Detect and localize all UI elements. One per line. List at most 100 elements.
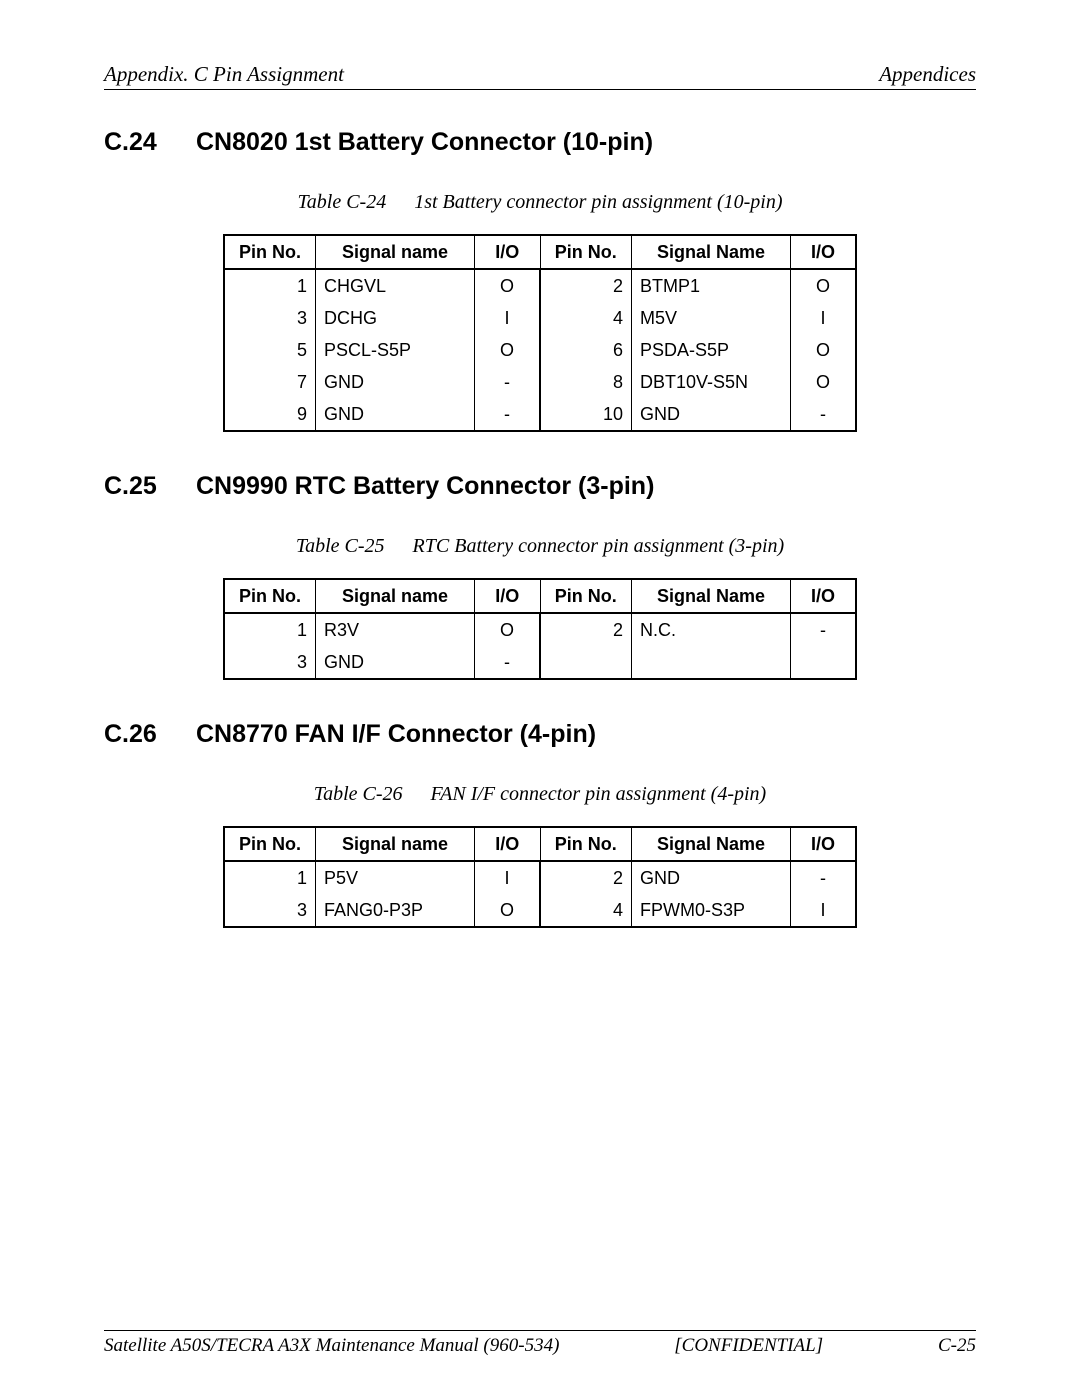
table-caption: Table C-26FAN I/F connector pin assignme…	[104, 783, 976, 806]
section-heading: C.24CN8020 1st Battery Connector (10-pin…	[104, 128, 976, 157]
caption-label: Table C-26	[314, 783, 403, 805]
table-header-cell: Pin No.	[540, 579, 632, 613]
table-cell: O	[475, 894, 541, 927]
table-cell: 7	[224, 366, 316, 398]
table-cell: GND	[316, 366, 475, 398]
table-cell: I	[475, 861, 541, 894]
table-cell: 1	[224, 269, 316, 302]
table-cell	[791, 646, 857, 679]
table-row: 1P5VI2GND-	[224, 861, 856, 894]
table-cell: -	[475, 398, 541, 431]
table-row: 3DCHGI4M5VI	[224, 302, 856, 334]
header-right: Appendices	[879, 62, 976, 87]
section-heading: C.25CN9990 RTC Battery Connector (3-pin)	[104, 472, 976, 501]
table-cell: 4	[540, 302, 632, 334]
page-header: Appendix. C Pin Assignment Appendices	[104, 62, 976, 90]
table-cell: I	[791, 302, 857, 334]
table-cell: 5	[224, 334, 316, 366]
table-cell: O	[791, 269, 857, 302]
table-cell: -	[475, 646, 541, 679]
table-header-cell: I/O	[475, 579, 541, 613]
table-cell: 4	[540, 894, 632, 927]
table-cell: 3	[224, 302, 316, 334]
section-number: C.24	[104, 128, 196, 157]
table-cell: GND	[316, 398, 475, 431]
section-number: C.25	[104, 472, 196, 501]
table-row: 3GND-	[224, 646, 856, 679]
table-cell: O	[475, 613, 541, 646]
table-cell	[540, 646, 632, 679]
table-header-cell: I/O	[791, 827, 857, 861]
table-cell: PSDA-S5P	[632, 334, 791, 366]
footer-left: Satellite A50S/TECRA A3X Maintenance Man…	[104, 1335, 559, 1357]
footer-right: C-25	[938, 1335, 976, 1357]
table-row: 1CHGVLO2BTMP1O	[224, 269, 856, 302]
table-header-cell: I/O	[475, 235, 541, 269]
table-header-cell: Signal name	[316, 235, 475, 269]
table-cell: DBT10V-S5N	[632, 366, 791, 398]
table-cell: M5V	[632, 302, 791, 334]
caption-text: 1st Battery connector pin assignment (10…	[414, 191, 782, 213]
table-header-cell: Pin No.	[224, 827, 316, 861]
section-number: C.26	[104, 720, 196, 749]
table-cell: O	[791, 366, 857, 398]
table-cell: DCHG	[316, 302, 475, 334]
page-footer: Satellite A50S/TECRA A3X Maintenance Man…	[104, 1330, 976, 1357]
section-title: CN9990 RTC Battery Connector (3-pin)	[196, 472, 654, 501]
table-cell: GND	[632, 398, 791, 431]
table-cell: -	[791, 398, 857, 431]
table-cell: -	[791, 613, 857, 646]
table-cell: GND	[632, 861, 791, 894]
table-cell	[632, 646, 791, 679]
table-cell: 10	[540, 398, 632, 431]
table-header-cell: I/O	[791, 235, 857, 269]
table-header-cell: I/O	[475, 827, 541, 861]
table-row: 1R3VO2N.C.-	[224, 613, 856, 646]
section-title: CN8770 FAN I/F Connector (4-pin)	[196, 720, 596, 749]
table-row: 3FANG0-P3PO4FPWM0-S3PI	[224, 894, 856, 927]
table-cell: 2	[540, 269, 632, 302]
table-cell: 2	[540, 861, 632, 894]
caption-label: Table C-24	[297, 191, 386, 213]
header-left: Appendix. C Pin Assignment	[104, 62, 344, 87]
table-cell: 3	[224, 894, 316, 927]
table-cell: 1	[224, 613, 316, 646]
section-title: CN8020 1st Battery Connector (10-pin)	[196, 128, 653, 157]
table-cell: CHGVL	[316, 269, 475, 302]
pin-table: Pin No.Signal nameI/OPin No.Signal NameI…	[223, 826, 857, 928]
table-header-cell: Pin No.	[540, 827, 632, 861]
table-cell: 1	[224, 861, 316, 894]
table-cell: 6	[540, 334, 632, 366]
table-row: 9GND-10GND-	[224, 398, 856, 431]
footer-center: [CONFIDENTIAL]	[674, 1335, 823, 1357]
table-cell: I	[791, 894, 857, 927]
table-cell: 3	[224, 646, 316, 679]
table-cell: I	[475, 302, 541, 334]
table-header-cell: Signal Name	[632, 579, 791, 613]
table-cell: N.C.	[632, 613, 791, 646]
section-heading: C.26CN8770 FAN I/F Connector (4-pin)	[104, 720, 976, 749]
pin-table: Pin No.Signal nameI/OPin No.Signal NameI…	[223, 234, 857, 432]
table-cell: O	[475, 334, 541, 366]
table-caption: Table C-24 1st Battery connector pin assi…	[104, 191, 976, 214]
table-caption: Table C-25 RTC Battery connector pin assi…	[104, 535, 976, 558]
page-content: C.24CN8020 1st Battery Connector (10-pin…	[104, 128, 976, 928]
table-cell: O	[475, 269, 541, 302]
table-header-cell: Pin No.	[224, 235, 316, 269]
table-row: 5PSCL-S5PO6PSDA-S5PO	[224, 334, 856, 366]
caption-label: Table C-25	[296, 535, 385, 557]
table-cell: 2	[540, 613, 632, 646]
table-row: 7GND-8DBT10V-S5NO	[224, 366, 856, 398]
table-header-cell: Pin No.	[540, 235, 632, 269]
table-cell: P5V	[316, 861, 475, 894]
table-cell: PSCL-S5P	[316, 334, 475, 366]
caption-text: RTC Battery connector pin assignment (3-…	[413, 535, 785, 557]
table-cell: BTMP1	[632, 269, 791, 302]
table-cell: 8	[540, 366, 632, 398]
table-cell: R3V	[316, 613, 475, 646]
table-header-cell: Signal Name	[632, 235, 791, 269]
table-cell: 9	[224, 398, 316, 431]
pin-table: Pin No.Signal nameI/OPin No.Signal NameI…	[223, 578, 857, 680]
table-header-cell: I/O	[791, 579, 857, 613]
table-cell: -	[791, 861, 857, 894]
